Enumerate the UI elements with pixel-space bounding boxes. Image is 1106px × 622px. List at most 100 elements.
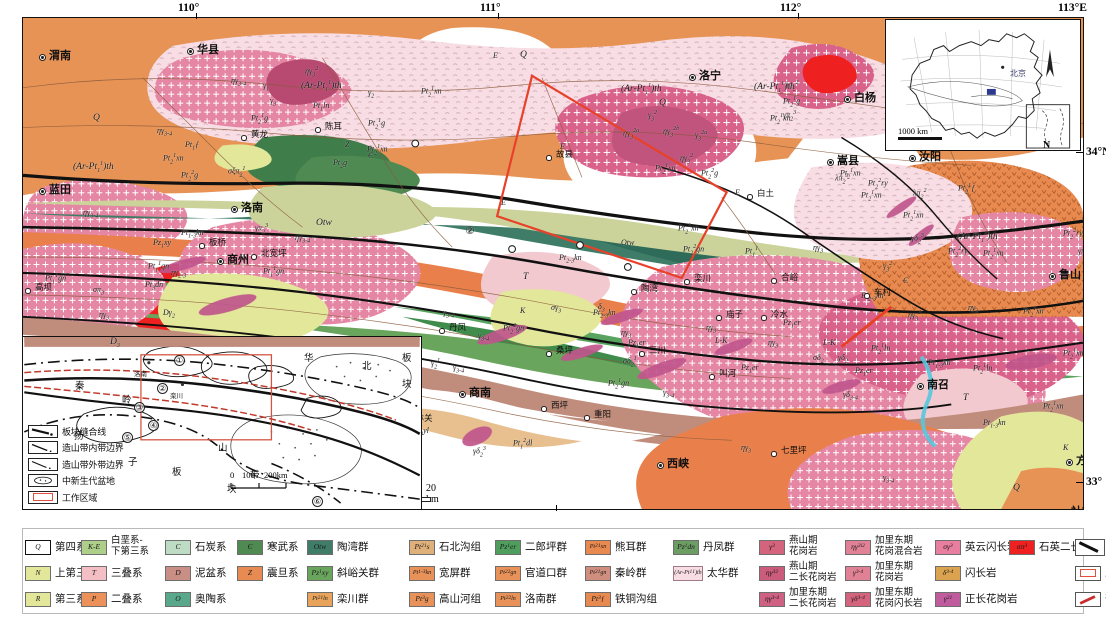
tect-legend-label-suture: 板块缝合线: [62, 426, 107, 437]
tect-legend-item-suture: 板块缝合线: [28, 423, 124, 440]
legend-swatch: Pt 2 2 ln: [495, 591, 521, 607]
city-label: 冷水: [771, 309, 789, 319]
legend-label: 丹凤群: [703, 540, 735, 553]
city-label: 重阳: [594, 409, 612, 419]
legend-swatch: Pt 2 1 s: [409, 539, 435, 555]
work-area-symbol: [1075, 565, 1101, 581]
coord-lon-113: 113°E: [1058, 2, 1087, 14]
legend-label: 太华群: [707, 566, 739, 579]
city-marker[interactable]: [864, 293, 870, 299]
city-marker[interactable]: [39, 188, 46, 195]
legend-item: Q 第四系: [25, 535, 87, 559]
city-label: 陶湾: [641, 283, 659, 293]
city-label: 南召: [927, 379, 949, 391]
coord-lon-110: 110°: [178, 2, 200, 14]
legend-item: Pz 1 xy 斜峪关群: [307, 561, 379, 585]
legend-swatch: D: [165, 565, 191, 581]
city-marker[interactable]: [241, 135, 247, 141]
legend-item: K-E 白垩系- 下第三系: [81, 535, 149, 559]
legend-item: γ 3-4 加里东期 花岗岩: [845, 561, 913, 585]
china-location-inset[interactable]: [885, 19, 1081, 151]
legend-item: C 石炭系: [165, 535, 227, 559]
legend-item: 剖面位置: [1075, 587, 1106, 611]
legend-label: 奥陶系: [195, 592, 227, 605]
city-marker[interactable]: [541, 406, 547, 412]
tectonic-unit-number: ⑥: [312, 496, 323, 507]
city-label: 商南: [469, 387, 491, 399]
city-marker[interactable]: [546, 155, 552, 161]
legend-swatch: O: [165, 591, 191, 607]
legend-label: 泥盆系: [195, 566, 227, 579]
city-marker[interactable]: [439, 328, 445, 334]
city-marker[interactable]: [1066, 459, 1073, 466]
legend-item: σγ 3 英云闪长岩: [935, 535, 1018, 559]
legend-label: 英云闪长岩: [965, 540, 1018, 553]
city-marker[interactable]: [199, 243, 205, 249]
tect-legend-label-basin: 中新生代盆地: [62, 476, 115, 487]
legend-label: 加里东期 花岗闪长岩: [875, 587, 923, 609]
tectonic-sketch-inset[interactable]: [22, 336, 422, 510]
legend-label: 栾川群: [337, 592, 369, 605]
basin-symbol: [28, 474, 58, 488]
coord-lat-34: 34°N: [1086, 146, 1106, 158]
tick-lat-34: [1076, 152, 1083, 153]
city-marker[interactable]: [771, 451, 777, 457]
city-marker[interactable]: [584, 415, 590, 421]
city-marker[interactable]: [771, 278, 777, 284]
legend-swatch: ηγ 3 2: [759, 565, 785, 581]
city-marker[interactable]: [315, 127, 321, 133]
city-marker[interactable]: [689, 74, 696, 81]
city-marker[interactable]: [716, 315, 722, 321]
legend-item: Pt 3 ƒ 铁铜沟组: [585, 587, 657, 611]
legend-swatch: Pt 2 1 xn: [585, 539, 611, 555]
tectonic-label: 岭: [122, 395, 132, 406]
city-marker[interactable]: [1049, 273, 1056, 280]
city-marker[interactable]: [657, 462, 664, 469]
legend-label: 陶湾群: [337, 540, 369, 553]
legend-label: 燕山期 花岗岩: [789, 535, 818, 557]
city-marker[interactable]: [546, 351, 552, 357]
city-label: 洛南: [241, 202, 263, 214]
city-marker[interactable]: [25, 288, 31, 294]
scalebar-label-20: 20 km: [426, 483, 439, 505]
city-marker[interactable]: [709, 374, 715, 380]
city-label: 高坝: [35, 282, 53, 292]
city-marker[interactable]: [684, 279, 690, 285]
city-marker[interactable]: [217, 258, 224, 265]
legend-label: 铁铜沟组: [615, 592, 657, 605]
tick-lon-110: [196, 13, 197, 19]
tect-legend-label-inner: 造山带内带边界: [62, 443, 124, 454]
city-marker[interactable]: [761, 315, 767, 321]
city-marker[interactable]: [459, 391, 466, 398]
tect-legend-label-work: 工作区域: [62, 492, 98, 503]
legend-swatch: Pt 2 2 gn: [495, 565, 521, 581]
legend-swatch: Pt 3 g: [409, 591, 435, 607]
city-marker[interactable]: [844, 96, 851, 103]
city-marker[interactable]: [639, 351, 645, 357]
legend-swatch: γδ 3-4: [845, 591, 871, 607]
tsb-0: 0: [230, 470, 235, 480]
city-marker[interactable]: [231, 206, 238, 213]
city-marker[interactable]: [909, 155, 916, 162]
legend-item: P 二叠系: [81, 587, 143, 611]
city-marker[interactable]: [747, 194, 753, 200]
city-marker[interactable]: [187, 48, 194, 55]
tectonic-label: 块: [227, 484, 237, 495]
tectonic-label: 带: [250, 470, 260, 481]
tectonic-label: 块: [402, 379, 412, 390]
city-marker[interactable]: [917, 383, 924, 390]
tectonic-unit-number: ②: [157, 383, 168, 394]
china-scale-label: 1000 km: [898, 126, 928, 136]
city-marker[interactable]: [631, 289, 637, 295]
city-label: 车村: [874, 287, 892, 297]
city-marker[interactable]: [251, 254, 257, 260]
legend-swatch: C: [165, 539, 191, 555]
city-marker[interactable]: [39, 54, 46, 61]
legend-swatch: σγ 3: [935, 539, 961, 555]
city-marker[interactable]: [827, 159, 834, 166]
section-line: [840, 305, 893, 348]
legend-item: Pt 3 g 高山河组: [409, 587, 481, 611]
city-label: 黄龙: [251, 129, 269, 139]
